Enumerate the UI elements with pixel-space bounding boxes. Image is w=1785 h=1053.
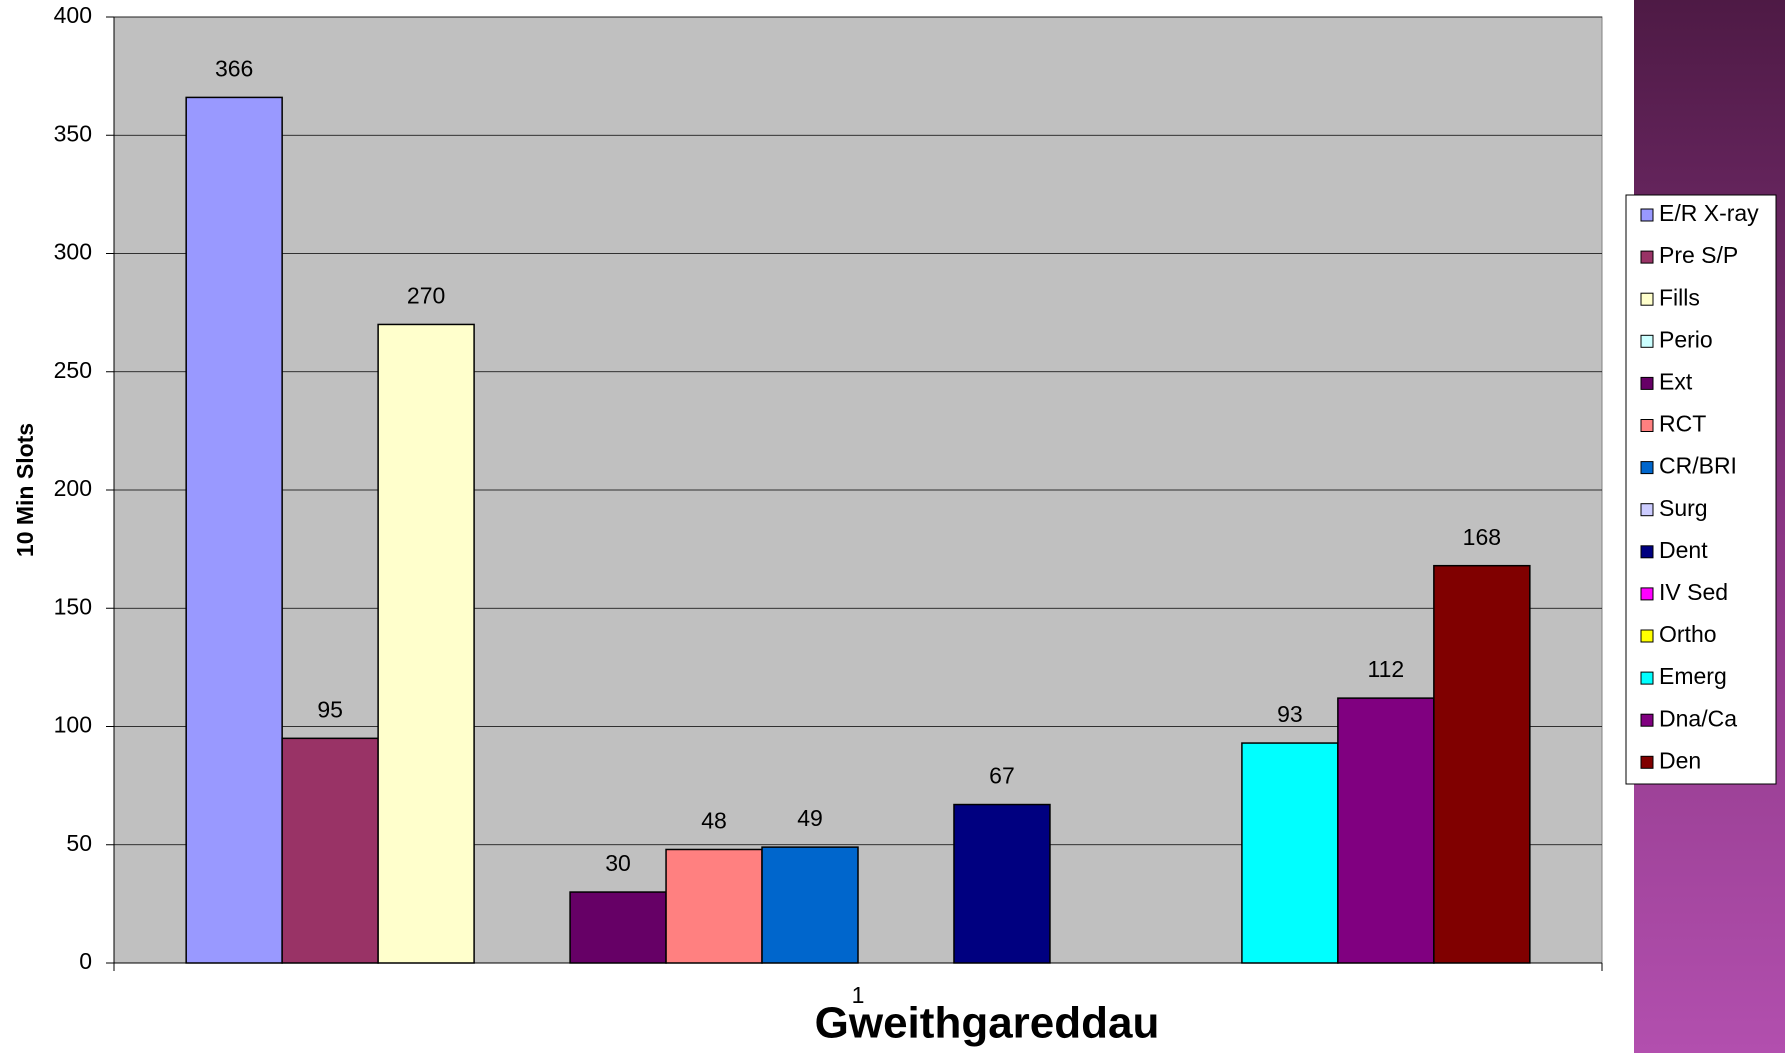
- x-axis-title: Gweithgareddau: [815, 999, 1160, 1048]
- y-tick-label: 300: [54, 239, 92, 265]
- legend-label: Ext: [1659, 368, 1693, 394]
- legend-label: IV Sed: [1659, 579, 1728, 605]
- legend-swatch: [1640, 292, 1654, 306]
- bar: [1433, 564, 1531, 964]
- y-tick-label: 50: [66, 830, 92, 856]
- data-label: 93: [1277, 701, 1303, 727]
- legend-label: Emerg: [1659, 663, 1727, 689]
- bar: [1241, 742, 1339, 964]
- data-label: 112: [1368, 656, 1405, 682]
- legend-label: Dna/Ca: [1659, 705, 1737, 731]
- legend-swatch: [1640, 671, 1654, 685]
- legend-label: CR/BRI: [1659, 453, 1737, 479]
- bar: [761, 846, 859, 964]
- legend: [1625, 194, 1777, 785]
- legend-swatch: [1640, 334, 1654, 348]
- legend-swatch: [1640, 545, 1654, 559]
- bar: [569, 891, 667, 964]
- bar: [1337, 697, 1435, 964]
- data-label: 49: [797, 805, 823, 831]
- legend-label: Dent: [1659, 537, 1708, 563]
- legend-label: Ortho: [1659, 621, 1717, 647]
- bar: [185, 96, 283, 964]
- data-label: 67: [989, 763, 1015, 789]
- y-tick-label: 150: [54, 593, 92, 619]
- bar: [377, 323, 475, 964]
- legend-swatch: [1640, 755, 1654, 769]
- legend-swatch: [1640, 250, 1654, 264]
- data-label: 48: [701, 808, 727, 834]
- legend-swatch: [1640, 376, 1654, 390]
- y-tick-label: 200: [54, 475, 92, 501]
- legend-swatch: [1640, 503, 1654, 517]
- y-tick-label: 100: [54, 712, 92, 738]
- legend-swatch: [1640, 713, 1654, 727]
- data-label: 30: [605, 850, 631, 876]
- legend-label: Pre S/P: [1659, 242, 1738, 268]
- legend-label: Den: [1659, 747, 1701, 773]
- y-tick-label: 400: [54, 2, 92, 28]
- data-label: 366: [215, 55, 253, 81]
- legend-label: E/R X-ray: [1659, 200, 1759, 226]
- legend-swatch: [1640, 419, 1654, 432]
- data-label: 168: [1463, 524, 1501, 550]
- x-tick-label: 1: [852, 982, 865, 1008]
- legend-swatch: [1640, 629, 1654, 643]
- y-tick-label: 350: [54, 120, 92, 146]
- data-label: 270: [407, 283, 445, 309]
- y-tick-label: 0: [79, 948, 92, 974]
- bar: [281, 737, 379, 964]
- legend-label: Surg: [1659, 495, 1708, 521]
- legend-swatch: [1640, 208, 1654, 222]
- legend-label: RCT: [1659, 411, 1706, 437]
- legend-swatch: [1640, 461, 1654, 475]
- bar: [665, 848, 763, 964]
- y-axis-title: 10 Min Slots: [12, 423, 38, 557]
- bar: [953, 803, 1051, 964]
- legend-label: Fills: [1659, 284, 1700, 310]
- data-label: 95: [317, 696, 343, 722]
- legend-label: Perio: [1659, 326, 1713, 352]
- legend-swatch: [1640, 587, 1654, 601]
- y-tick-label: 250: [54, 357, 92, 383]
